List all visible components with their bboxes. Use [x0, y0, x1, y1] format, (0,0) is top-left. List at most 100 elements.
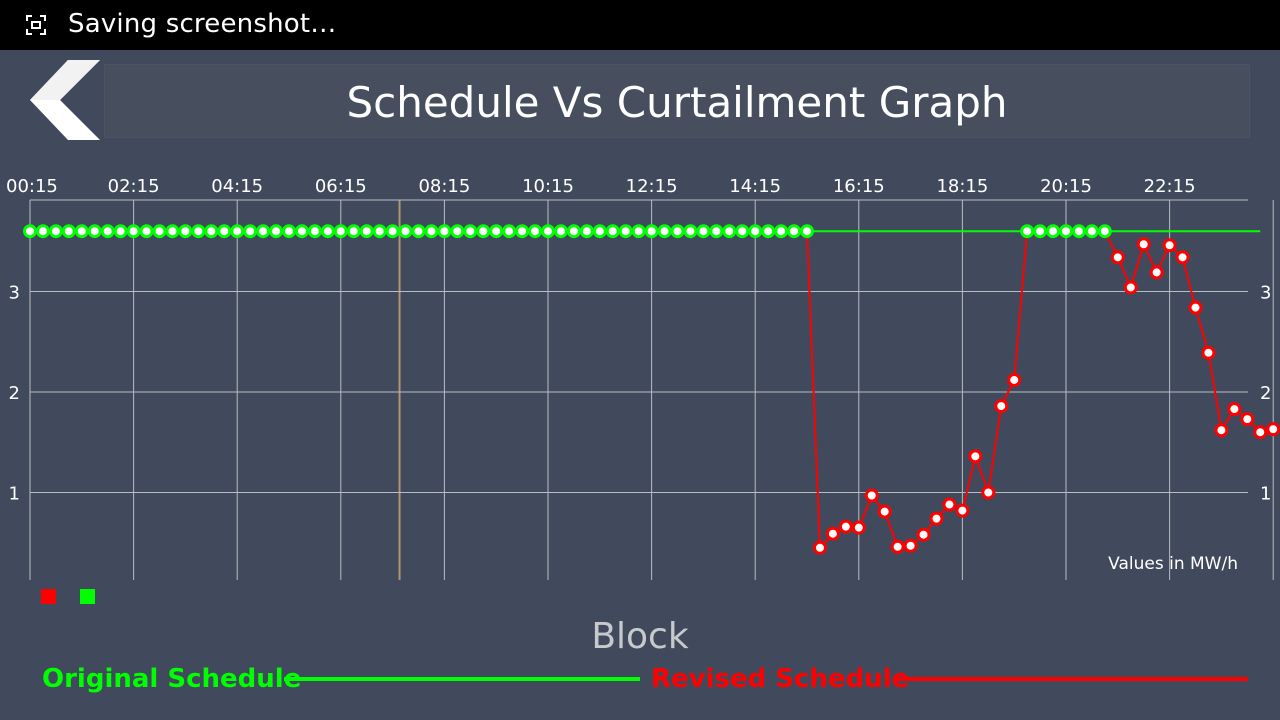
original-schedule-point [35, 224, 50, 239]
revised-schedule-label: Revised Schedule [651, 664, 910, 694]
original-schedule-point [696, 224, 711, 239]
original-schedule-line [284, 677, 640, 681]
original-schedule-point [657, 224, 672, 239]
original-schedule-point [411, 224, 426, 239]
y-tick-label-left: 1 [9, 484, 20, 505]
back-button[interactable] [28, 58, 102, 142]
original-schedule-point [178, 224, 193, 239]
revised-schedule-point [1007, 372, 1022, 387]
original-schedule-point [1059, 224, 1073, 239]
original-schedule-point [48, 224, 63, 239]
chart-series [23, 224, 1280, 555]
original-schedule-point [670, 224, 685, 239]
revised-schedule-point [890, 539, 905, 554]
original-schedule-point [605, 224, 620, 239]
x-axis-title: Block [591, 616, 689, 657]
revised-schedule-point [981, 485, 996, 500]
y-tick-label-right: 2 [1260, 383, 1271, 404]
original-schedule-point [476, 224, 491, 239]
x-tick-label: 04:15 [211, 176, 263, 197]
original-schedule-point [74, 224, 89, 239]
revised-schedule-point [1123, 280, 1138, 295]
page-title: Schedule Vs Curtailment Graph [346, 78, 1008, 127]
original-schedule-point [502, 224, 517, 239]
original-schedule-point [398, 224, 413, 239]
original-schedule-point [307, 224, 322, 239]
x-tick-label: 02:15 [108, 176, 160, 197]
original-legend-square [80, 589, 95, 604]
original-schedule-point [1071, 224, 1086, 239]
original-schedule-point [256, 224, 271, 239]
original-schedule-point [204, 224, 219, 239]
original-schedule-point [333, 224, 348, 239]
revised-schedule-point [1227, 402, 1242, 417]
screenshot-icon [26, 15, 46, 35]
original-schedule-label: Original Schedule [42, 664, 302, 694]
original-schedule-point [385, 224, 400, 239]
original-schedule-point [489, 224, 504, 239]
revised-schedule-point [1201, 345, 1216, 360]
original-schedule-point [463, 224, 478, 239]
original-schedule-point [1033, 224, 1048, 239]
revised-schedule-point [877, 504, 892, 519]
y-axis-labels: 1 1 2 2 3 3 [9, 283, 1272, 505]
original-schedule-point [165, 224, 180, 239]
revised-schedule-point [1240, 412, 1255, 427]
original-schedule-point [372, 224, 387, 239]
revised-schedule-point [994, 399, 1009, 414]
revised-schedule-line [894, 677, 1248, 681]
x-tick-label: 10:15 [522, 176, 574, 197]
x-tick-label: 12:15 [626, 176, 678, 197]
original-schedule-point [579, 224, 594, 239]
original-schedule-point [515, 224, 530, 239]
revised-schedule-point [1175, 250, 1190, 265]
original-schedule-point [243, 224, 258, 239]
y-tick-label-right: 1 [1260, 484, 1271, 505]
units-note: Values in MW/h [1108, 554, 1238, 574]
original-schedule-point [683, 224, 698, 239]
status-bar: Saving screenshot… [0, 0, 1280, 50]
schedule-chart: 00:15 02:15 04:15 06:15 08:15 10:15 12:15 14:15… [6, 176, 1280, 580]
revised-schedule-point [968, 449, 983, 464]
chevron-left-icon [30, 60, 100, 140]
original-schedule-point [618, 224, 633, 239]
original-schedule-point [424, 224, 439, 239]
revised-schedule-point [1136, 237, 1151, 252]
original-schedule-point [437, 224, 452, 239]
revised-schedule-point [955, 503, 970, 518]
original-schedule-point [126, 224, 141, 239]
revised-schedule-series-line [806, 230, 1274, 551]
x-tick-label: 16:15 [833, 176, 885, 197]
original-schedule-point [23, 224, 37, 239]
revised-schedule-point [903, 538, 918, 553]
x-tick-label: 00:15 [6, 176, 58, 197]
revised-schedule-point [851, 520, 866, 535]
status-text: Saving screenshot… [68, 9, 337, 39]
revised-schedule-point [838, 519, 853, 534]
revised-schedule-point [1188, 300, 1203, 315]
x-tick-label: 18:15 [936, 176, 988, 197]
title-bar: Schedule Vs Curtailment Graph [104, 64, 1250, 138]
original-schedule-point [553, 224, 568, 239]
original-schedule-point [450, 224, 465, 239]
y-tick-label-left: 3 [9, 283, 20, 304]
revised-legend-square [41, 589, 56, 604]
original-schedule-point [269, 224, 284, 239]
x-tick-label: 08:15 [418, 176, 470, 197]
original-schedule-point [100, 224, 115, 239]
revised-schedule-point [1253, 425, 1268, 440]
revised-schedule-point [1110, 250, 1125, 265]
original-schedule-point [761, 224, 776, 239]
x-axis-labels: 00:15 02:15 04:15 06:15 08:15 10:15 12:15 14:15… [6, 176, 1196, 197]
original-schedule-point [566, 224, 581, 239]
original-schedule-point [294, 224, 309, 239]
original-schedule-point [528, 224, 543, 239]
original-schedule-point [217, 224, 232, 239]
original-schedule-point [152, 224, 167, 239]
x-tick-label: 14:15 [729, 176, 781, 197]
original-schedule-point [282, 224, 296, 239]
original-schedule-point [592, 224, 607, 239]
original-schedule-point [191, 224, 206, 239]
x-tick-label: 22:15 [1144, 176, 1196, 197]
original-schedule-point [735, 224, 750, 239]
